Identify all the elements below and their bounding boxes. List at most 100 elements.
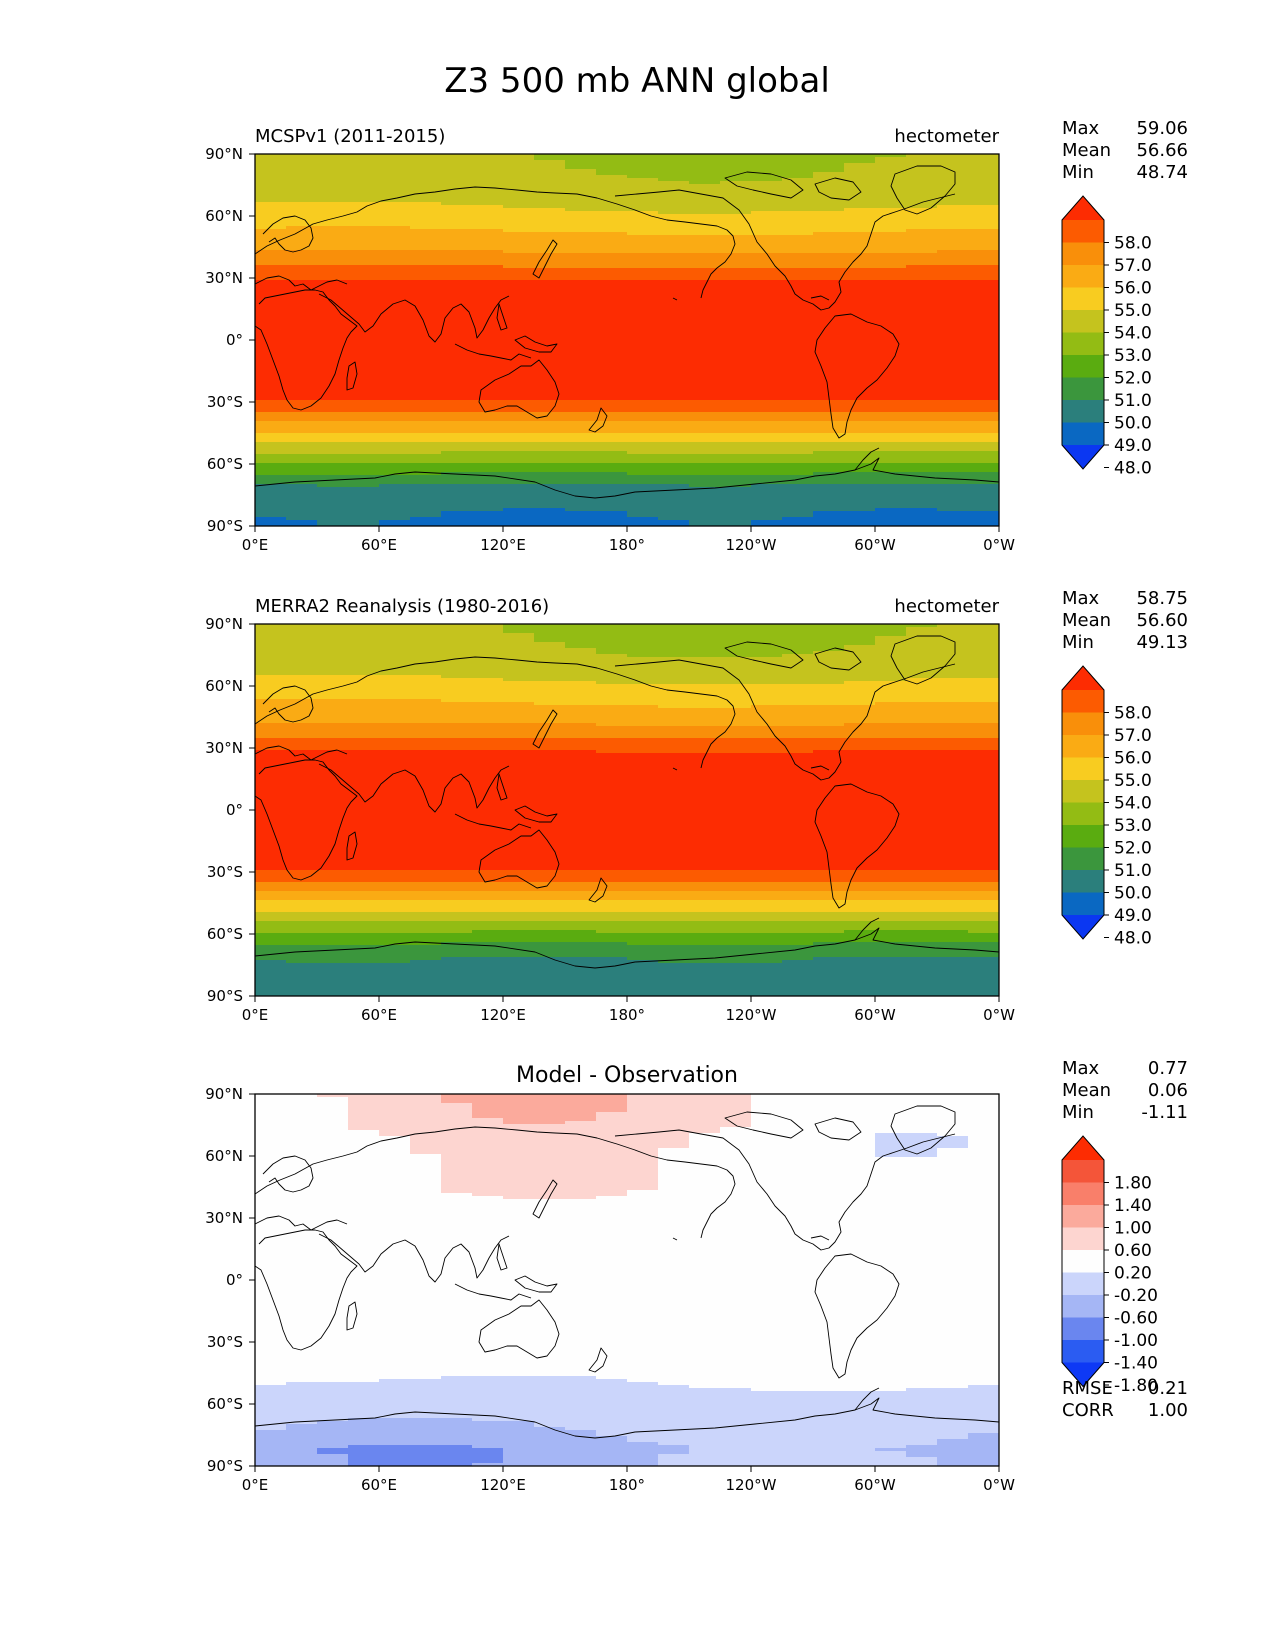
- field-cell: [875, 813, 907, 817]
- field-cell: [875, 765, 907, 769]
- field-cell: [503, 502, 535, 506]
- field-cell: [720, 334, 752, 338]
- field-cell: [534, 681, 566, 685]
- field-cell: [565, 184, 597, 188]
- field-cell: [844, 388, 876, 392]
- field-cell: [472, 337, 504, 341]
- field-cell: [968, 262, 999, 266]
- field-cell: [317, 723, 349, 727]
- field-cell: [255, 681, 287, 685]
- panel-units: hectometer: [894, 126, 999, 147]
- field-cell: [658, 774, 690, 778]
- field-cell: [968, 397, 999, 401]
- field-cell: [689, 744, 721, 748]
- colorbar-bin: [1062, 242, 1104, 266]
- field-cell: [410, 265, 442, 269]
- field-cell: [503, 774, 535, 778]
- field-cell: [689, 669, 721, 673]
- field-cell: [751, 265, 783, 269]
- field-cell: [751, 376, 783, 380]
- field-cell: [751, 160, 783, 164]
- field-cell: [658, 283, 690, 287]
- field-cell: [596, 660, 628, 664]
- field-cell: [503, 160, 535, 164]
- field-cell: [317, 328, 349, 332]
- field-cell: [720, 624, 752, 628]
- field-cell: [503, 448, 535, 452]
- field-cell: [596, 681, 628, 685]
- field-cell: [658, 442, 690, 446]
- field-cell: [813, 801, 845, 805]
- field-cell: [503, 843, 535, 847]
- field-cell: [317, 651, 349, 655]
- field-cell: [534, 307, 566, 311]
- field-cell: [627, 424, 659, 428]
- field-cell: [937, 379, 969, 383]
- field-cell: [813, 798, 845, 802]
- field-cell: [472, 199, 504, 203]
- field-cell: [441, 421, 473, 425]
- field-cell: [565, 840, 597, 844]
- field-cell: [503, 702, 535, 706]
- field-cell: [565, 514, 597, 518]
- field-cell: [534, 238, 566, 242]
- field-cell: [255, 693, 287, 697]
- field-cell: [813, 699, 845, 703]
- field-cell: [379, 714, 411, 718]
- field-cell: [658, 190, 690, 194]
- field-cell: [844, 822, 876, 826]
- field-cell: [658, 334, 690, 338]
- field-cell: [410, 280, 442, 284]
- field-cell: [379, 208, 411, 212]
- field-cell: [782, 427, 814, 431]
- field-cell: [627, 699, 659, 703]
- field-cell: [596, 289, 628, 293]
- field-cell: [565, 457, 597, 461]
- field-cell: [348, 738, 380, 742]
- field-cell: [534, 169, 566, 173]
- field-cell: [689, 801, 721, 805]
- field-cell: [937, 463, 969, 467]
- field-cell: [348, 193, 380, 197]
- field-cell: [968, 720, 999, 724]
- field-cell: [844, 502, 876, 506]
- field-cell: [627, 630, 659, 634]
- field-cell: [379, 475, 411, 479]
- field-cell: [658, 690, 690, 694]
- field-cell: [844, 163, 876, 167]
- field-cell: [379, 334, 411, 338]
- field-cell: [348, 316, 380, 320]
- field-cell: [255, 157, 287, 161]
- field-cell: [286, 400, 318, 404]
- field-cell: [255, 825, 287, 829]
- field-cell: [472, 235, 504, 239]
- field-cell: [751, 487, 783, 491]
- field-cell: [782, 768, 814, 772]
- field-cell: [441, 696, 473, 700]
- field-cell: [286, 298, 318, 302]
- field-cell: [286, 361, 318, 365]
- field-cell: [348, 421, 380, 425]
- field-cell: [906, 690, 938, 694]
- field-cell: [286, 196, 318, 200]
- field-cell: [782, 687, 814, 691]
- field-cell: [348, 508, 380, 512]
- field-cell: [937, 334, 969, 338]
- field-cell: [937, 819, 969, 823]
- field-cell: [472, 807, 504, 811]
- field-cell: [844, 801, 876, 805]
- field-cell: [348, 708, 380, 712]
- field-cell: [317, 792, 349, 796]
- field-cell: [317, 774, 349, 778]
- field-cell: [844, 325, 876, 329]
- field-cell: [534, 196, 566, 200]
- field-cell: [627, 648, 659, 652]
- field-cell: [410, 292, 442, 296]
- field-cell: [565, 472, 597, 476]
- field-cell: [503, 256, 535, 260]
- field-cell: [875, 720, 907, 724]
- field-cell: [534, 304, 566, 308]
- field-cell: [379, 259, 411, 263]
- field-cell: [379, 648, 411, 652]
- field-cell: [844, 690, 876, 694]
